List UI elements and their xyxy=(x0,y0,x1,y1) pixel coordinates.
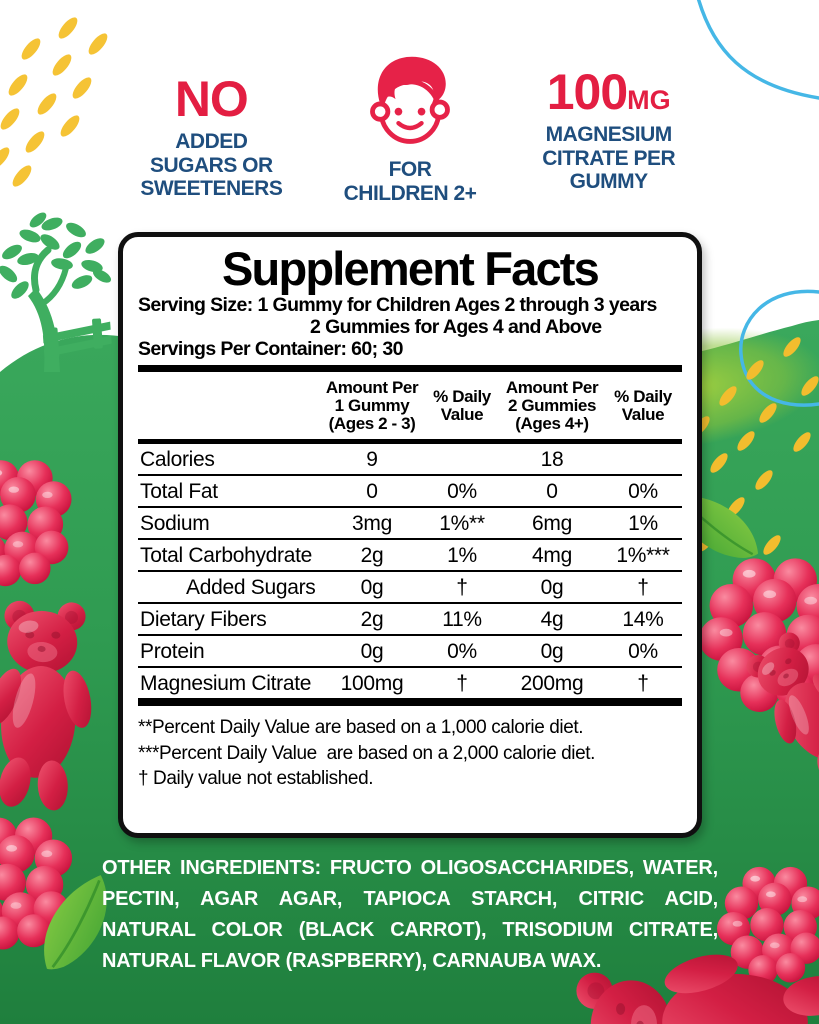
claim-subtext: FOR CHILDREN 2+ xyxy=(343,158,477,205)
claim-subtext: MAGNESIUM CITRATE PER GUMMY xyxy=(542,123,676,194)
divider-thick xyxy=(138,698,682,707)
daily-value-1: 11% xyxy=(442,608,482,632)
amount-per-1-gummy: 2g xyxy=(360,608,384,632)
supplement-facts-panel: Supplement Facts Serving Size: 1 Gummy f… xyxy=(118,232,702,838)
amount-per-2-gummies: 0g xyxy=(540,640,564,664)
daily-value-2: 14% xyxy=(622,608,664,632)
other-ingredients-text: FRUCTO OLIGOSACCHARIDES, WATER, PECTIN, … xyxy=(102,857,718,972)
footnotes: **Percent Daily Value are based on a 1,0… xyxy=(138,715,682,792)
footnote-2000-calorie: ***Percent Daily Value are based on a 2,… xyxy=(138,742,596,764)
header-amount-1-gummy: Amount Per 1 Gummy (Ages 2 - 3) xyxy=(325,377,419,433)
nutrient-name: Total Carbohydrate xyxy=(140,544,313,568)
amount-per-1-gummy: 0g xyxy=(360,576,384,600)
table-row: Added Sugars 0g † 0g † xyxy=(138,572,682,605)
amount-per-1-gummy: 2g xyxy=(360,544,384,568)
claim-100mg: 100MG MAGNESIUM CITRATE PER GUMMY xyxy=(509,52,708,205)
table-row: Total Fat 0 0% 0 0% xyxy=(138,476,682,509)
claims-row: NO ADDED SUGARS OR SWEETENERS FOR CHILDR… xyxy=(112,52,708,205)
amount-per-2-gummies: 4g xyxy=(540,608,564,632)
nutrient-name: Dietary Fibers xyxy=(140,608,267,632)
claim-no-added-sugars: NO ADDED SUGARS OR SWEETENERS xyxy=(112,52,311,205)
claim-headline: 100MG xyxy=(509,67,708,117)
daily-value-1: 0% xyxy=(447,480,477,504)
daily-value-2: 0% xyxy=(628,480,658,504)
divider-medium xyxy=(138,439,682,445)
amount-per-1-gummy: 3mg xyxy=(352,512,392,536)
header-daily-value-2: % Daily Value xyxy=(614,386,672,424)
amount-per-1-gummy: 9 xyxy=(366,448,378,472)
amount-per-2-gummies: 6mg xyxy=(532,512,572,536)
serving-size-line2: 2 Gummies for Ages 4 and Above xyxy=(310,315,602,338)
claim-for-children: FOR CHILDREN 2+ xyxy=(311,52,510,205)
table-row: Dietary Fibers 2g 11% 4g 14% xyxy=(138,604,682,637)
header-daily-value-1: % Daily Value xyxy=(433,386,491,424)
divider-thick xyxy=(138,364,682,372)
amount-per-1-gummy: 0g xyxy=(360,640,384,664)
table-row: Magnesium Citrate 100mg † 200mg † xyxy=(138,668,682,698)
fence-illustration xyxy=(42,318,112,358)
footnote-daily-value: † Daily value not established. xyxy=(138,768,374,790)
table-header: Amount Per 1 Gummy (Ages 2 - 3) % Daily … xyxy=(138,372,682,439)
table-row: Calories 9 18 xyxy=(138,444,682,477)
table-row: Total Carbohydrate 2g 1% 4mg 1%*** xyxy=(138,540,682,573)
servings-per-container: Servings Per Container: 60; 30 xyxy=(138,337,403,360)
dose-unit: MG xyxy=(627,85,671,115)
daily-value-2: † xyxy=(637,672,649,696)
panel-title: Supplement Facts xyxy=(221,242,600,295)
header-amount-2-gummies: Amount Per 2 Gummies (Ages 4+) xyxy=(505,377,599,433)
nutrient-name: Protein xyxy=(140,640,205,664)
nutrient-name: Magnesium Citrate xyxy=(140,672,312,696)
daily-value-2: 1%*** xyxy=(616,544,670,568)
amount-per-2-gummies: 18 xyxy=(540,448,564,472)
amount-per-2-gummies: 200mg xyxy=(520,672,584,696)
daily-value-1: 1%** xyxy=(439,512,485,536)
amount-per-1-gummy: 0 xyxy=(366,480,378,504)
amount-per-2-gummies: 0g xyxy=(540,576,564,600)
daily-value-1: 1% xyxy=(447,544,477,568)
serving-size-line1: Serving Size: 1 Gummy for Children Ages … xyxy=(138,293,657,316)
yellow-dots-left xyxy=(0,17,108,187)
amount-per-1-gummy: 100mg xyxy=(340,672,404,696)
daily-value-1: † xyxy=(456,576,468,600)
amount-per-2-gummies: 4mg xyxy=(532,544,572,568)
nutrient-name: Total Fat xyxy=(140,480,218,504)
other-ingredients: OTHER INGREDIENTS: FRUCTO OLIGOSACCHARID… xyxy=(102,853,718,977)
claim-subtext: ADDED SUGARS OR SWEETENERS xyxy=(140,130,283,201)
claim-headline: NO xyxy=(174,71,249,127)
table-row: Sodium 3mg 1%** 6mg 1% xyxy=(138,508,682,541)
daily-value-2: 1% xyxy=(628,512,658,536)
daily-value-1: † xyxy=(456,672,468,696)
blue-squiggle xyxy=(696,0,819,407)
nutrient-name: Calories xyxy=(140,448,215,472)
daily-value-2: † xyxy=(637,576,649,600)
dose-number: 100 xyxy=(546,64,628,120)
other-ingredients-label: OTHER INGREDIENTS: xyxy=(102,857,321,879)
daily-value-1: 0% xyxy=(447,640,477,664)
footnote-1000-calorie: **Percent Daily Value are based on a 1,0… xyxy=(138,717,584,739)
nutrient-name: Added Sugars xyxy=(186,576,316,600)
table-row: Protein 0g 0% 0g 0% xyxy=(138,636,682,669)
nutrient-name: Sodium xyxy=(140,512,210,536)
facts-table: Calories 9 18 Total Fat 0 0% 0 0% Sodium 3mg 1%** 6… xyxy=(138,444,682,698)
daily-value-2: 0% xyxy=(628,640,658,664)
child-face-icon xyxy=(370,56,450,144)
amount-per-2-gummies: 0 xyxy=(546,480,558,504)
